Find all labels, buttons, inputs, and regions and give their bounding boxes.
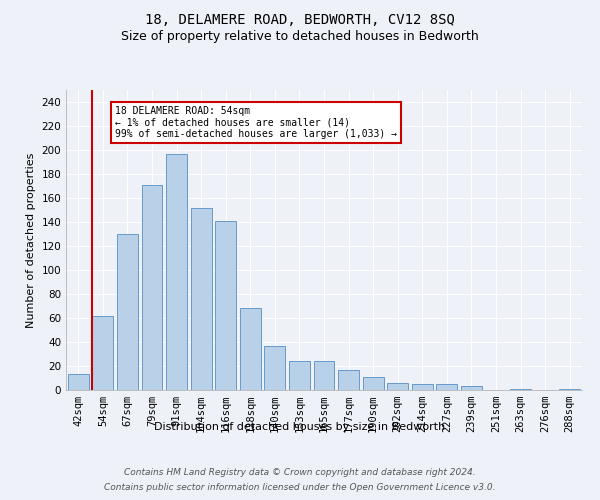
Bar: [338, 370, 359, 390]
Bar: [92, 316, 113, 390]
Bar: [510, 389, 531, 390]
Text: 18, DELAMERE ROAD, BEDWORTH, CV12 8SQ: 18, DELAMERE ROAD, BEDWORTH, CV12 8SQ: [145, 12, 455, 26]
Bar: [68, 374, 89, 390]
Bar: [191, 208, 212, 390]
Bar: [314, 361, 334, 390]
Bar: [117, 234, 138, 390]
Bar: [265, 346, 286, 390]
Bar: [289, 361, 310, 390]
Bar: [461, 386, 482, 390]
Y-axis label: Number of detached properties: Number of detached properties: [26, 152, 36, 328]
Text: Contains HM Land Registry data © Crown copyright and database right 2024.: Contains HM Land Registry data © Crown c…: [124, 468, 476, 477]
Bar: [387, 383, 408, 390]
Bar: [559, 389, 580, 390]
Text: 18 DELAMERE ROAD: 54sqm
← 1% of detached houses are smaller (14)
99% of semi-det: 18 DELAMERE ROAD: 54sqm ← 1% of detached…: [115, 106, 397, 139]
Text: Contains public sector information licensed under the Open Government Licence v3: Contains public sector information licen…: [104, 483, 496, 492]
Text: Distribution of detached houses by size in Bedworth: Distribution of detached houses by size …: [154, 422, 446, 432]
Bar: [215, 221, 236, 390]
Bar: [362, 377, 383, 390]
Text: Size of property relative to detached houses in Bedworth: Size of property relative to detached ho…: [121, 30, 479, 43]
Bar: [240, 308, 261, 390]
Bar: [436, 384, 457, 390]
Bar: [142, 185, 163, 390]
Bar: [166, 154, 187, 390]
Bar: [412, 384, 433, 390]
